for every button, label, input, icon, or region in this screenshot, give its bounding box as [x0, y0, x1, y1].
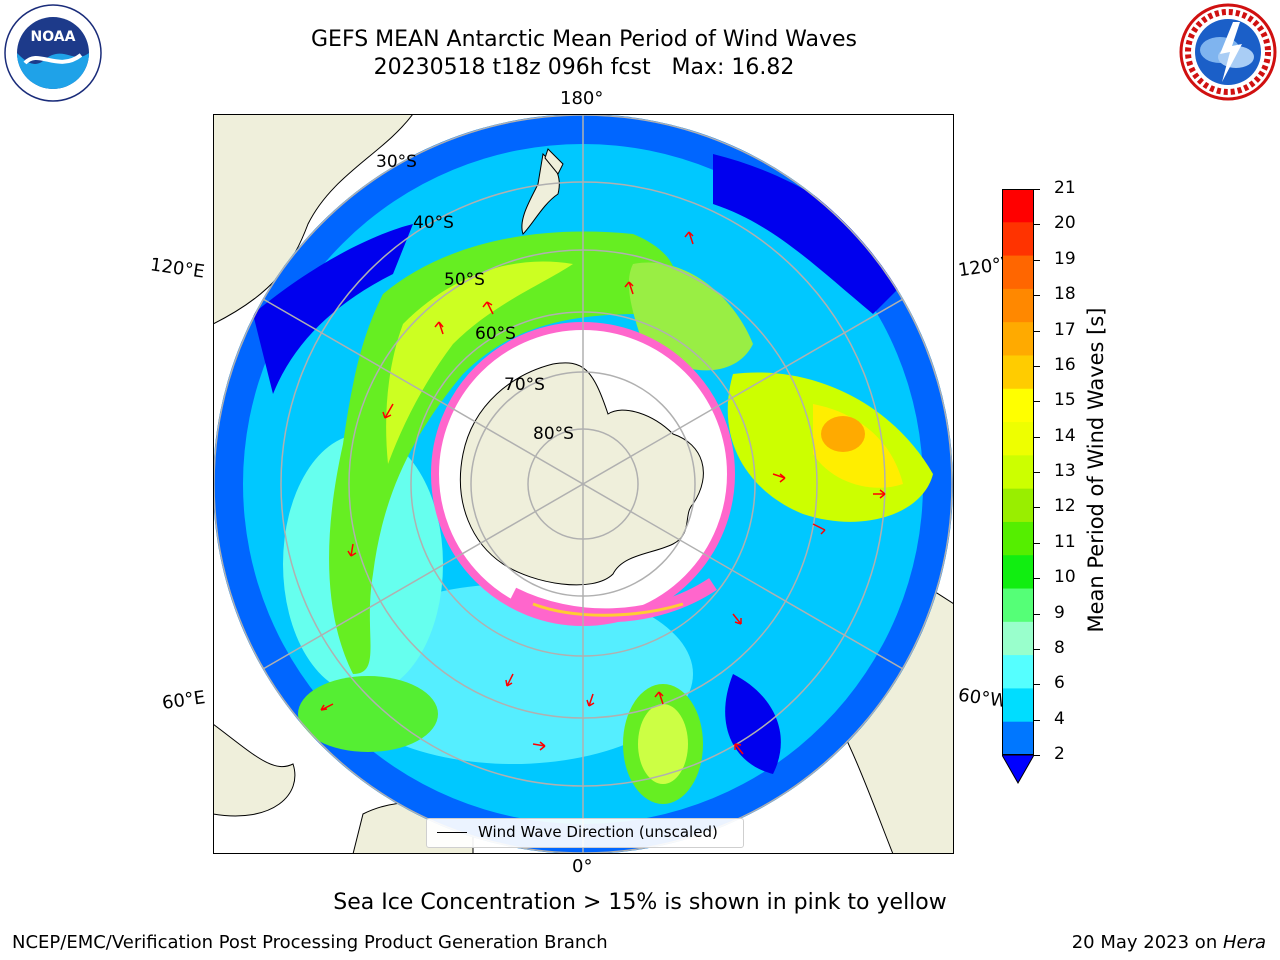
colorbar-band	[1002, 255, 1034, 290]
polar-map	[213, 114, 954, 854]
legend-line-icon	[437, 832, 467, 833]
colorbar-label: Mean Period of Wind Waves [s]	[1084, 307, 1108, 633]
colorbar-tick-label: 11	[1054, 531, 1076, 552]
colorbar-tick-mark	[1034, 613, 1040, 615]
colorbar-extend-arrow	[1002, 754, 1034, 785]
map-legend: Wind Wave Direction (unscaled)	[426, 818, 744, 848]
map-frame	[213, 114, 954, 854]
colorbar-band	[1002, 488, 1034, 523]
colorbar-tick-mark	[1034, 295, 1040, 297]
colorbar-tick-label: 12	[1054, 496, 1076, 517]
chart-title: GEFS MEAN Antarctic Mean Period of Wind …	[311, 27, 857, 52]
colorbar-tick-label: 17	[1054, 319, 1076, 340]
colorbar-tick-mark	[1034, 755, 1040, 756]
colorbar-tick-mark	[1034, 401, 1040, 403]
colorbar-tick-label: 15	[1054, 390, 1076, 411]
colorbar-band	[1002, 455, 1034, 490]
lon-label-180: 180°	[560, 88, 604, 109]
colorbar-band	[1002, 555, 1034, 590]
noaa-logo-text: NOAA	[31, 29, 76, 45]
colorbar-tick-mark	[1034, 719, 1040, 721]
lat-label-60s: 60°S	[475, 324, 516, 344]
lat-label-50s: 50°S	[444, 270, 485, 290]
colorbar-band	[1002, 588, 1034, 623]
colorbar-tick-label: 2	[1054, 744, 1065, 764]
colorbar-tick-mark	[1034, 648, 1040, 650]
lat-label-30s: 30°S	[376, 152, 417, 172]
colorbar-band	[1002, 521, 1034, 556]
sea-ice-note: Sea Ice Concentration > 15% is shown in …	[333, 890, 947, 915]
graticule	[262, 114, 904, 854]
footer-branch: NCEP/EMC/Verification Post Processing Pr…	[12, 932, 608, 953]
colorbar	[1002, 189, 1034, 785]
colorbar-tick-mark	[1034, 365, 1040, 367]
colorbar-tick-mark	[1034, 578, 1040, 580]
colorbar-band	[1002, 222, 1034, 257]
colorbar-tick-label: 6	[1054, 673, 1065, 694]
colorbar-band	[1002, 288, 1034, 323]
colorbar-tick-mark	[1034, 472, 1040, 473]
lon-label-120e: 120°E	[148, 254, 206, 283]
colorbar-tick-label: 14	[1054, 425, 1076, 446]
colorbar-tick-label: 9	[1054, 602, 1065, 623]
lon-label-60e: 60°E	[160, 687, 207, 714]
footer-date: 20 May 2023 on Hera	[1072, 932, 1266, 953]
lat-label-40s: 40°S	[413, 213, 454, 233]
colorbar-tick-label: 4	[1054, 708, 1065, 729]
footer-date-text: 20 May 2023 on	[1071, 932, 1223, 953]
colorbar-tick-label: 18	[1054, 284, 1076, 305]
colorbar-tick-label: 20	[1054, 213, 1076, 234]
colorbar-tick-mark	[1034, 542, 1040, 544]
colorbar-tick-mark	[1034, 436, 1040, 438]
wind-wave-arrows	[320, 231, 886, 755]
colorbar-band	[1002, 721, 1034, 756]
noaa-logo: NOAA	[4, 4, 102, 102]
colorbar-tick-mark	[1034, 684, 1040, 686]
colorbar-tick-label: 13	[1054, 461, 1076, 481]
colorbar-band	[1002, 688, 1034, 723]
colorbar-tick-label: 21	[1054, 178, 1076, 198]
colorbar-tick-label: 10	[1054, 567, 1076, 588]
lon-label-0: 0°	[572, 856, 593, 877]
colorbar-band	[1002, 355, 1034, 390]
colorbar-tick-mark	[1034, 507, 1040, 509]
lat-label-70s: 70°S	[504, 375, 545, 395]
colorbar-band	[1002, 655, 1034, 689]
colorbar-tick-label: 16	[1054, 354, 1076, 375]
colorbar-band	[1002, 388, 1034, 423]
colorbar-tick-label: 19	[1054, 248, 1076, 269]
colorbar-band	[1002, 621, 1034, 656]
legend-label: Wind Wave Direction (unscaled)	[478, 823, 718, 841]
colorbar-tick-mark	[1034, 259, 1040, 261]
colorbar-tick-label: 8	[1054, 637, 1065, 658]
colorbar-tick-mark	[1034, 224, 1040, 226]
nws-logo	[1179, 3, 1277, 101]
colorbar-tick-mark	[1034, 330, 1040, 332]
lat-label-80s: 80°S	[533, 424, 574, 444]
footer-machine: Hera	[1222, 932, 1266, 953]
colorbar-band	[1002, 422, 1034, 456]
colorbar-tick-mark	[1034, 189, 1040, 190]
colorbar-band	[1002, 189, 1034, 223]
chart-subtitle: 20230518 t18z 096h fcst Max: 16.82	[373, 55, 795, 80]
colorbar-band	[1002, 322, 1034, 356]
